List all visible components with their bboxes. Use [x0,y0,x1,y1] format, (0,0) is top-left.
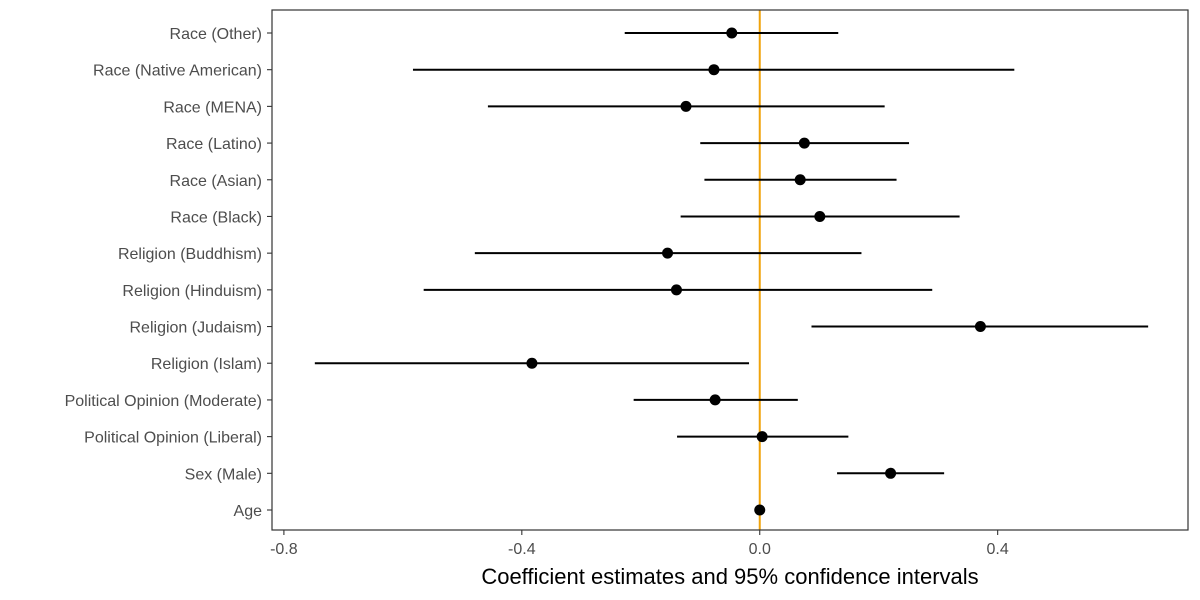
x-tick-label: -0.8 [270,541,298,558]
category-label: Religion (Islam) [151,356,262,373]
estimate-point [680,100,692,112]
category-label: Race (Asian) [170,173,262,190]
estimate-point [709,394,721,406]
x-tick-label: -0.4 [508,541,536,558]
category-label: Political Opinion (Moderate) [65,393,262,410]
estimate-point [726,27,738,39]
x-axis-ticks [283,530,999,535]
category-label: Sex (Male) [185,466,262,483]
x-tick-label: 0.0 [749,541,771,558]
estimate-point [670,284,682,296]
estimate-point [526,357,538,369]
estimate-point [974,321,986,333]
estimate-point [756,431,768,443]
category-label: Religion (Buddhism) [118,246,262,263]
category-label: Race (Other) [170,26,262,43]
x-axis-title: Coefficient estimates and 95% confidence… [481,564,978,589]
coefficient-points [526,27,986,516]
category-label: Race (Native American) [93,63,262,80]
y-axis-category-labels: Race (Other) Race (Native American) Race (… [65,26,263,520]
estimate-point [708,64,720,76]
estimate-point [754,504,766,516]
category-label: Religion (Hinduism) [122,283,262,300]
y-axis-ticks [267,32,272,511]
category-label: Race (Latino) [166,136,262,153]
estimate-point [885,467,897,479]
category-label: Race (Black) [170,209,262,226]
confidence-intervals [314,32,1149,511]
x-tick-label: 0.4 [987,541,1009,558]
category-label: Political Opinion (Liberal) [84,430,262,447]
estimate-point [814,210,826,222]
estimate-point [798,137,810,149]
category-label: Age [234,503,263,520]
estimate-point [662,247,674,259]
estimate-point [794,174,806,186]
category-label: Religion (Judaism) [130,320,263,337]
category-label: Race (MENA) [163,99,262,116]
x-axis-tick-labels: -0.8 -0.4 0.0 0.4 [270,541,1009,558]
plot-panel-border [271,9,1189,531]
